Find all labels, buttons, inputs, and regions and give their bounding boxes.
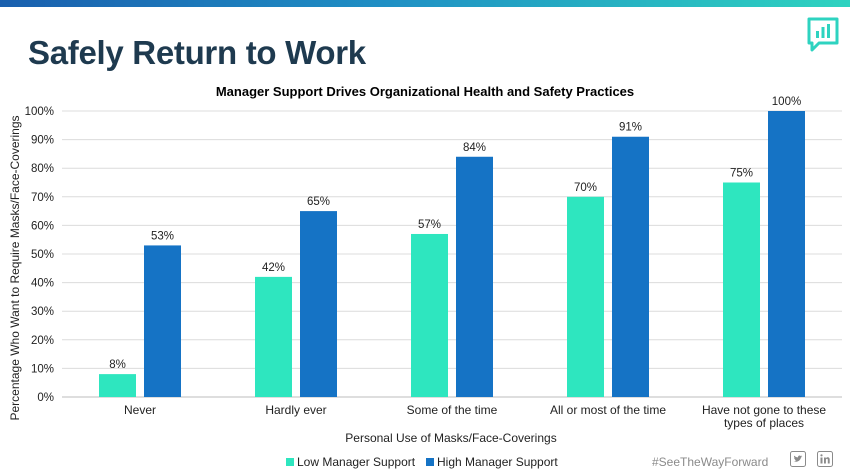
data-label: 42% bbox=[262, 262, 285, 274]
y-tick-label: 80% bbox=[31, 163, 54, 175]
data-label: 100% bbox=[772, 96, 801, 108]
data-label: 53% bbox=[151, 230, 174, 242]
bar-high-support bbox=[144, 245, 181, 397]
data-label: 70% bbox=[574, 182, 597, 194]
x-category-label: Hardly ever bbox=[265, 403, 326, 417]
bar-low-support bbox=[723, 182, 760, 397]
x-category-label: Have not gone to these bbox=[702, 403, 826, 417]
chart-title: Manager Support Drives Organizational He… bbox=[216, 84, 634, 99]
data-label: 57% bbox=[418, 219, 441, 231]
y-tick-label: 30% bbox=[31, 306, 54, 318]
top-gradient-bar bbox=[0, 0, 850, 7]
y-axis-title: Percentage Who Want to Require Masks/Fac… bbox=[8, 115, 22, 420]
x-category-label: types of places bbox=[724, 416, 804, 430]
y-tick-label: 60% bbox=[31, 220, 54, 232]
legend-swatch bbox=[286, 458, 294, 466]
x-category-label: All or most of the time bbox=[550, 403, 666, 417]
legend-entry: High Manager Support bbox=[437, 455, 558, 469]
bar-high-support bbox=[300, 211, 337, 397]
linkedin-icon[interactable] bbox=[817, 451, 833, 467]
bar-high-support bbox=[456, 156, 493, 397]
x-category-label: Never bbox=[124, 403, 156, 417]
legend-swatch bbox=[426, 458, 434, 466]
bar-low-support bbox=[255, 276, 292, 397]
y-tick-label: 0% bbox=[37, 392, 54, 404]
twitter-icon[interactable] bbox=[790, 451, 806, 467]
y-tick-label: 90% bbox=[31, 135, 54, 147]
page-title: Safely Return to Work bbox=[28, 34, 366, 71]
chart-bubble-logo-icon bbox=[807, 17, 839, 52]
bar-low-support bbox=[411, 233, 448, 397]
legend-entry: Low Manager Support bbox=[297, 455, 416, 469]
y-tick-label: 70% bbox=[31, 192, 54, 204]
data-label: 8% bbox=[109, 359, 126, 371]
y-tick-label: 10% bbox=[31, 363, 54, 375]
y-tick-label: 100% bbox=[25, 106, 54, 118]
data-label: 65% bbox=[307, 196, 330, 208]
x-axis-title: Personal Use of Masks/Face-Coverings bbox=[345, 431, 556, 445]
y-tick-label: 20% bbox=[31, 335, 54, 347]
bar-low-support bbox=[99, 374, 136, 397]
x-category-label: Some of the time bbox=[407, 403, 498, 417]
data-label: 91% bbox=[619, 122, 642, 134]
bar-low-support bbox=[567, 196, 604, 397]
y-tick-label: 50% bbox=[31, 249, 54, 261]
y-tick-label: 40% bbox=[31, 278, 54, 290]
data-label: 75% bbox=[730, 168, 753, 180]
bar-high-support bbox=[768, 111, 805, 397]
bar-high-support bbox=[612, 136, 649, 398]
hashtag-text: #SeeTheWayForward bbox=[652, 455, 769, 469]
data-label: 84% bbox=[463, 142, 486, 154]
